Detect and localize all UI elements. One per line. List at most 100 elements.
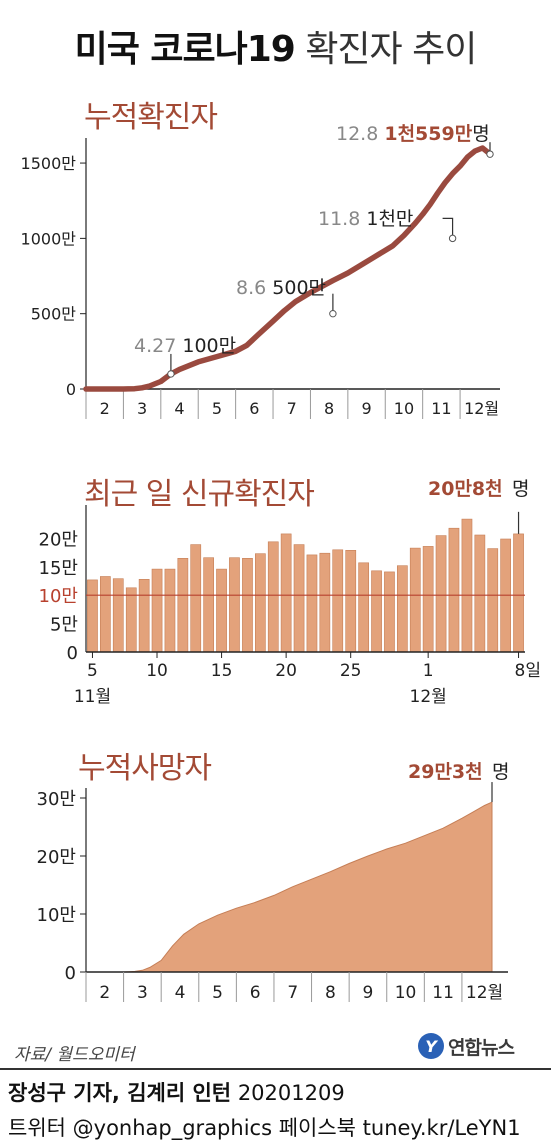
annotation-value: 500만 (272, 277, 326, 299)
x-tick-label: 7 (287, 399, 297, 418)
y-tick-label: 15만 (39, 558, 78, 579)
credit-names: 장성구 기자, 김계리 인턴 (8, 1081, 232, 1105)
x-tick-label: 10 (146, 661, 168, 681)
y-tick-label: 20만 (39, 529, 78, 550)
bar-day-27 (371, 570, 382, 653)
x-tick-label: 4 (175, 983, 186, 1003)
bar-day-5 (87, 579, 98, 653)
bar-day-14 (203, 557, 215, 653)
annotation-value: 1천만 (366, 208, 413, 230)
annotation-marker (486, 150, 494, 158)
x-tick-label: 3 (137, 983, 148, 1003)
chart1-title: 누적확진자 (84, 100, 218, 135)
bar-day-2 (435, 535, 447, 653)
annotation-unit: 명 (472, 123, 489, 145)
yonhap-logo-text: 연합뉴스 (448, 1036, 515, 1059)
y-tick-label: 0 (66, 380, 76, 399)
annotation-date: 11.8 (318, 208, 366, 230)
bar-day-11 (164, 568, 176, 653)
x-tick-label: 5 (212, 983, 223, 1003)
bar-day-18 (255, 553, 266, 653)
x-tick-label: 1 (423, 661, 434, 681)
bar-day-23 (319, 552, 331, 653)
x-tick-label: 12월 (466, 983, 503, 1003)
x-tick-label: 10 (394, 399, 414, 418)
bar-day-10 (151, 568, 163, 653)
y-tick-label: 1500만 (21, 154, 77, 173)
bar-day-15 (216, 568, 227, 653)
x-tick-label: 20 (275, 661, 297, 681)
daily-new-cases-chart: 0 5만 10만 15만 20만 5 10 15 20 25 1 8일 11월 12월 20만8천 명 (39, 478, 541, 707)
x-tick-label: 5 (87, 661, 98, 681)
bar-day-21 (293, 544, 305, 653)
bar-day-7 (112, 578, 124, 653)
y-tick-label: 0 (67, 643, 78, 664)
x-tick-label: 7 (287, 983, 298, 1003)
credit-date: 20201209 (237, 1081, 345, 1105)
yonhap-logo-icon: Y (418, 1033, 444, 1059)
bar-day-12 (177, 558, 189, 653)
y-tick-label: 5만 (50, 615, 78, 636)
x-tick-label: 3 (137, 399, 147, 418)
annotation-date: 4.27 (134, 335, 182, 357)
x-tick-label: 10 (395, 983, 417, 1003)
annotation-label: 4.27 100만 (134, 335, 236, 357)
bar-day-17 (242, 558, 253, 653)
bar-day-5 (474, 534, 486, 653)
bar-day-4 (461, 518, 473, 653)
x-tick-label: 9 (363, 983, 374, 1003)
title-light: 확진자 추이 (305, 29, 477, 70)
bar-day-8 (513, 533, 524, 653)
x-tick-label: 25 (340, 661, 362, 681)
x-tick-label: 5 (212, 399, 222, 418)
annotation-value: 1천559만 (384, 123, 472, 145)
annotation-label: 29만3천 (408, 761, 483, 783)
annotation-label: 20만8천 (428, 478, 503, 500)
x-tick-label: 9 (361, 399, 371, 418)
social-footer: 트위터 @yonhap_graphics 페이스북 tuney.kr/LeYN1 (8, 1116, 521, 1140)
bar-day-9 (138, 579, 150, 653)
annotation-unit: 명 (492, 761, 509, 783)
annotation-value: 100만 (182, 335, 236, 357)
month-label: 12월 (410, 687, 447, 707)
y-tick-label: 500만 (31, 305, 77, 324)
annotation-date: 12.8 (336, 123, 384, 145)
cumulative-deaths-chart: 0 10만 20만 30만 2 3 4 5 6 7 8 9 10 11 12월 29만3천 명 (37, 761, 510, 1003)
bar-day-3 (448, 527, 460, 653)
series-line-cumulative-cases (83, 145, 493, 392)
y-tick-label: 20만 (37, 847, 76, 868)
x-tick-label: 12월 (464, 399, 499, 418)
annotation-leader (442, 217, 454, 239)
bar-day-19 (267, 541, 279, 653)
x-tick-label: 6 (250, 983, 261, 1003)
credit-line: 장성구 기자, 김계리 인턴 20201209 (8, 1077, 345, 1107)
x-tick-label: 15 (211, 661, 233, 681)
bar-day-24 (332, 549, 344, 653)
annotation-marker (448, 234, 457, 243)
bar-day-30 (409, 547, 421, 653)
x-tick-label: 2 (100, 399, 110, 418)
annotation-date: 8.6 (236, 277, 272, 299)
cumulative-cases-chart: 0 500만 1000만 1500만 2 3 4 5 6 7 8 9 10 11 12월 4.27 100만 8… (21, 123, 500, 419)
yonhap-logo: Y 연합뉴스 (418, 1030, 515, 1062)
x-tick-label: 6 (249, 399, 259, 418)
chart3-title: 누적사망자 (78, 751, 212, 786)
y-tick-label: 10만 (37, 905, 76, 926)
annotation-unit: 명 (512, 478, 529, 500)
divider (0, 1068, 551, 1070)
bar-day-25 (345, 550, 357, 653)
annotation-label: 8.6 500만 (236, 277, 326, 299)
bar-day-6 (487, 548, 499, 653)
month-label: 11월 (74, 687, 111, 707)
bar-day-29 (396, 565, 408, 653)
annotation-marker (329, 309, 337, 318)
bar-day-28 (384, 571, 395, 653)
bar-day-1 (422, 546, 434, 653)
y-tick-label: 30만 (37, 789, 76, 810)
x-tick-label: 11 (431, 399, 451, 418)
bar-day-13 (190, 544, 202, 653)
bar-day-6 (100, 576, 111, 653)
bar-day-22 (306, 554, 318, 653)
x-tick-label: 8 (325, 983, 336, 1003)
